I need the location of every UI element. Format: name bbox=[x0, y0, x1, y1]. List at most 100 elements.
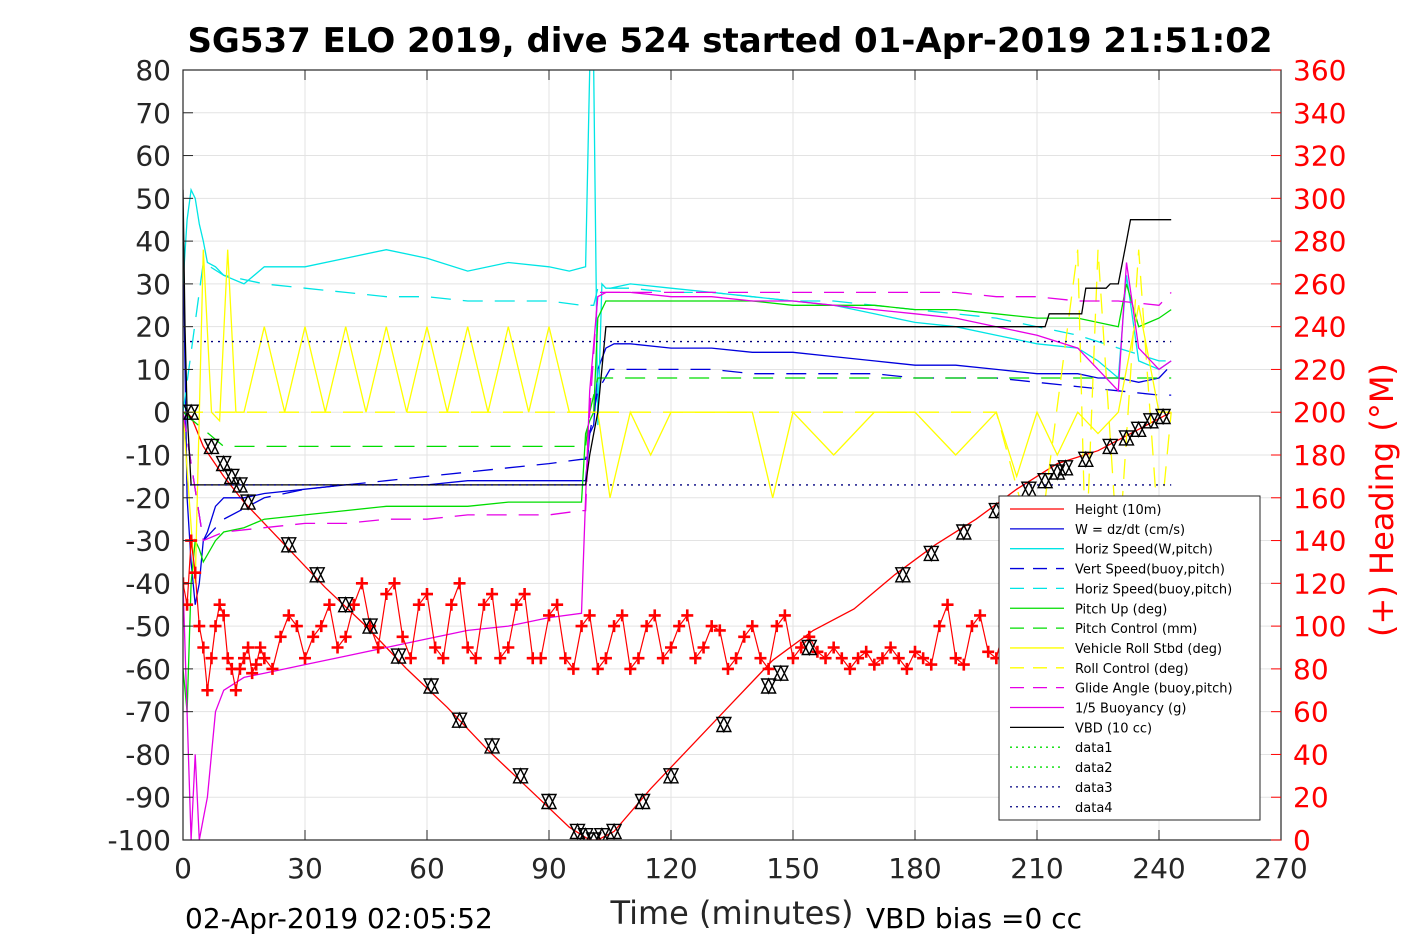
axis-ticks: 0 30 60 90 120 150 180 210 240 270 80 70 60 50 40 30 20 1… bbox=[107, 54, 1346, 885]
heading-point bbox=[616, 609, 629, 622]
depth-marker-up bbox=[1142, 412, 1160, 429]
heading-point bbox=[835, 652, 848, 665]
depth-marker-up bbox=[309, 566, 326, 583]
depth-marker bbox=[239, 493, 257, 511]
depth-marker-up bbox=[955, 523, 972, 540]
heading-point bbox=[827, 641, 840, 654]
heading-point bbox=[315, 620, 328, 633]
legend-label-5: Pitch Up (deg) bbox=[1075, 602, 1167, 617]
depth-marker-up bbox=[361, 617, 379, 634]
heading-point bbox=[396, 630, 409, 643]
x-tick-label: 0 bbox=[174, 852, 192, 885]
depth-marker-up bbox=[715, 715, 732, 733]
depth-marker bbox=[662, 767, 680, 785]
legend-label-8: Roll Control (deg) bbox=[1075, 662, 1189, 677]
series-line-4 bbox=[183, 261, 1172, 413]
depth-marker bbox=[540, 792, 558, 811]
heading-point bbox=[559, 652, 572, 665]
depth-marker-up bbox=[215, 454, 232, 472]
depth-marker-up bbox=[801, 638, 818, 656]
heading-point bbox=[608, 620, 621, 633]
y-tick-label: -30 bbox=[125, 525, 171, 558]
depth-marker-up bbox=[280, 536, 297, 553]
series-line-1 bbox=[183, 241, 1168, 605]
depth-marker bbox=[1102, 437, 1119, 456]
right-tick-label: 40 bbox=[1293, 738, 1329, 771]
heading-point bbox=[770, 620, 783, 633]
heading-point bbox=[860, 645, 873, 658]
heading-point bbox=[925, 658, 938, 671]
heading-point bbox=[697, 641, 710, 654]
depth-marker-up bbox=[579, 827, 593, 840]
depth-marker-up bbox=[390, 647, 407, 664]
heading-point bbox=[502, 641, 515, 654]
depth-marker-up bbox=[1130, 420, 1147, 438]
heading-point bbox=[567, 662, 580, 675]
right-tick-label: 80 bbox=[1293, 653, 1329, 686]
y-tick-label: 0 bbox=[153, 396, 171, 429]
legend-label-13: data2 bbox=[1075, 761, 1113, 776]
depth-marker-up bbox=[662, 767, 680, 784]
heading-point bbox=[246, 667, 259, 680]
chart-title: SG537 ELO 2019, dive 524 started 01-Apr-… bbox=[187, 21, 1272, 61]
heading-point bbox=[510, 598, 523, 611]
depth-marker bbox=[483, 737, 501, 755]
right-tick-label: 300 bbox=[1293, 182, 1346, 215]
y-tick-label: -90 bbox=[125, 781, 171, 814]
depth-marker-up bbox=[605, 822, 623, 840]
depth-marker-up bbox=[1154, 407, 1172, 425]
heading-point bbox=[453, 577, 466, 590]
heading-point bbox=[917, 652, 930, 665]
heading-point bbox=[762, 662, 775, 675]
y-tick-label: 20 bbox=[135, 311, 171, 344]
heading-point bbox=[705, 620, 718, 633]
depth-marker bbox=[923, 544, 940, 562]
heading-point bbox=[974, 609, 987, 622]
depth-marker-up bbox=[231, 476, 249, 493]
depth-marker bbox=[1142, 412, 1160, 430]
depth-marker-up bbox=[760, 677, 777, 694]
depth-marker-layer bbox=[183, 403, 1172, 840]
heading-point bbox=[665, 641, 677, 654]
heading-point bbox=[213, 598, 226, 611]
y-tick-label: 50 bbox=[135, 182, 171, 215]
heading-point bbox=[811, 645, 824, 658]
heading-point bbox=[282, 609, 295, 622]
depth-marker bbox=[894, 566, 911, 584]
depth-marker-up bbox=[772, 664, 789, 681]
y-tick-label: 70 bbox=[135, 97, 171, 130]
right-tick-label: 320 bbox=[1293, 140, 1346, 173]
legend-label-6: Pitch Control (mm) bbox=[1075, 622, 1197, 637]
depth-marker bbox=[422, 677, 440, 695]
depth-marker bbox=[577, 827, 594, 840]
y-tick-label: 10 bbox=[135, 353, 171, 386]
heading-point bbox=[957, 658, 970, 671]
depth-marker-up bbox=[894, 566, 911, 583]
right-tick-label: 180 bbox=[1293, 439, 1346, 472]
legend-label-14: data3 bbox=[1075, 781, 1113, 796]
heading-point bbox=[591, 662, 604, 675]
heading-point bbox=[197, 641, 210, 654]
heading-point bbox=[266, 662, 279, 675]
depth-marker bbox=[280, 536, 297, 554]
heading-point bbox=[437, 652, 450, 665]
y-tick-label: -50 bbox=[125, 610, 171, 643]
x-axis-label: Time (minutes) bbox=[610, 894, 854, 932]
legend-label-0: Height (10m) bbox=[1075, 503, 1161, 518]
heading-point bbox=[534, 652, 547, 665]
y-tick-label: 60 bbox=[135, 140, 171, 173]
x-tick-label: 90 bbox=[531, 852, 567, 885]
heading-point bbox=[941, 598, 954, 611]
series-layer bbox=[183, 70, 1172, 840]
x-tick-label: 60 bbox=[409, 852, 445, 885]
depth-marker-up bbox=[1077, 450, 1094, 467]
depth-marker bbox=[361, 617, 379, 635]
x-tick-label: 270 bbox=[1254, 852, 1307, 885]
depth-marker-up bbox=[239, 493, 257, 510]
series-line-11 bbox=[183, 189, 1172, 486]
heading-point bbox=[551, 598, 564, 611]
heading-point bbox=[868, 658, 881, 671]
y-tick-label: 30 bbox=[135, 268, 171, 301]
depth-marker bbox=[715, 715, 732, 734]
